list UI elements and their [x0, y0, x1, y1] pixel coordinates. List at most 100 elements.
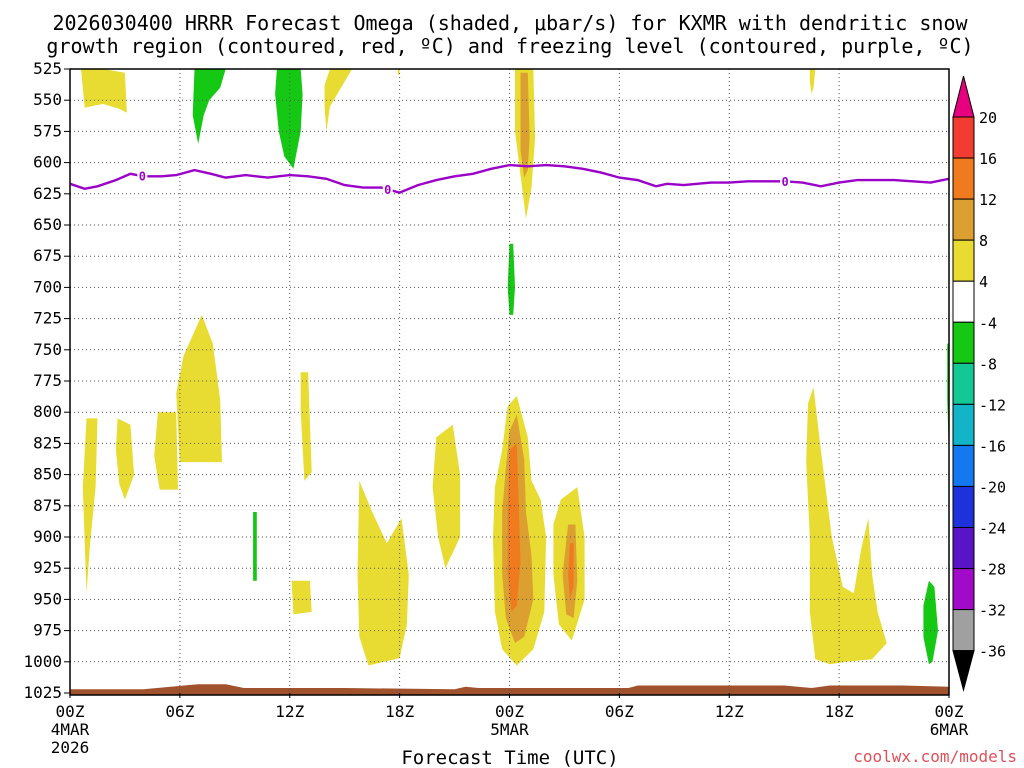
- x-tick-label: 00Z: [935, 702, 964, 721]
- colorbar-swatch: [952, 527, 975, 570]
- y-tick-label: 575: [33, 121, 62, 140]
- colorbar-label: -12: [979, 396, 1006, 414]
- colorbar-label: -36: [979, 643, 1006, 661]
- omega-region-23: [568, 543, 574, 600]
- colorbar-label: 20: [979, 109, 997, 127]
- y-tick-label: 625: [33, 184, 62, 203]
- y-tick-label: 550: [33, 90, 62, 109]
- omega-region-20: [507, 443, 521, 612]
- omega-region-1: [192, 69, 226, 144]
- colorbar-label: 8: [979, 232, 988, 250]
- y-tick-label: 800: [33, 402, 62, 421]
- watermark: coolwx.com/models: [853, 747, 1017, 766]
- y-tick-label: 1025: [23, 683, 62, 702]
- colorbar-swatch: [952, 403, 975, 446]
- y-tick-label: 925: [33, 558, 62, 577]
- omega-region-8: [507, 243, 515, 315]
- omega-region-7: [809, 69, 816, 94]
- colorbar-label: -32: [979, 602, 1006, 620]
- x-tick-date: 6MAR: [930, 720, 969, 739]
- y-axis-ticks: 525 550 575 600 625 650 675 700 725 750 775 800 825 8…: [23, 59, 70, 702]
- omega-shading: [81, 69, 949, 666]
- y-tick-label: 950: [33, 589, 62, 608]
- colorbar-label: 16: [979, 150, 997, 168]
- colorbar-swatch: [952, 609, 975, 652]
- colorbar-swatch: [952, 280, 975, 323]
- colorbar-label: -24: [979, 520, 1006, 538]
- omega-region-11: [154, 412, 178, 490]
- colorbar-swatch: [952, 157, 975, 200]
- y-tick-label: 1000: [23, 652, 62, 671]
- contour-label-bg: [137, 169, 148, 183]
- x-axis-label: Forecast Time (UTC): [401, 747, 618, 768]
- y-tick-label: 725: [33, 309, 62, 328]
- colorbar-label: -28: [979, 561, 1006, 579]
- y-tick-label: 900: [33, 527, 62, 546]
- omega-region-0: [81, 69, 127, 113]
- colorbar-bottom-arrow: [952, 650, 975, 692]
- colorbar-top-arrow: [952, 75, 975, 118]
- colorbar-label: -4: [979, 314, 997, 332]
- omega-region-10: [115, 418, 135, 500]
- colorbar-swatch: [952, 485, 975, 529]
- colorbar-label: 12: [979, 191, 997, 209]
- y-tick-label: 875: [33, 496, 62, 515]
- y-tick-label: 775: [33, 371, 62, 390]
- omega-region-6: [520, 72, 530, 178]
- omega-region-14: [253, 512, 257, 581]
- contour-label-bg: [382, 182, 393, 196]
- colorbar-swatch: [952, 198, 975, 241]
- chart-title-line1: 2026030400 HRRR Forecast Omega (shaded, …: [52, 11, 968, 35]
- colorbar: 20 16 12 8 4 -4 -8 -12 -16 -20 -24 -28 -32 -36: [952, 75, 1006, 692]
- x-tick-label: 18Z: [385, 702, 414, 721]
- omega-region-13: [300, 372, 312, 481]
- y-tick-label: 650: [33, 215, 62, 234]
- y-tick-label: 750: [33, 340, 62, 359]
- y-tick-label: 600: [33, 153, 62, 172]
- y-tick-label: 825: [33, 433, 62, 452]
- x-tick-label: 06Z: [605, 702, 634, 721]
- x-tick-label: 06Z: [165, 702, 194, 721]
- omega-region-15: [291, 580, 312, 615]
- gridlines: [70, 69, 949, 693]
- x-tick-date: 4MAR: [51, 720, 90, 739]
- omega-region-24: [806, 387, 887, 665]
- contour-label-bg: [780, 174, 791, 188]
- colorbar-label: -16: [979, 437, 1006, 455]
- omega-region-16: [357, 480, 409, 666]
- x-tick-label: 00Z: [56, 702, 85, 721]
- omega-region-3: [324, 69, 352, 132]
- colorbar-swatch: [952, 239, 975, 282]
- omega-region-25: [923, 580, 938, 665]
- chart-title-line2: growth region (contoured, red, ºC) and f…: [46, 34, 973, 58]
- freezing-level-label: 0: [781, 175, 788, 189]
- colorbar-swatch: [952, 321, 975, 364]
- x-tick-label: 12Z: [275, 702, 304, 721]
- freezing-level-label: 0: [139, 170, 146, 184]
- y-tick-label: 700: [33, 277, 62, 296]
- colorbar-label: 4: [979, 273, 988, 291]
- colorbar-swatch: [952, 568, 975, 611]
- y-tick-label: 525: [33, 59, 62, 78]
- omega-region-2: [275, 69, 303, 169]
- omega-region-12: [176, 314, 222, 463]
- colorbar-swatch: [952, 116, 975, 159]
- colorbar-swatch: [952, 362, 975, 405]
- freezing-level-line: [70, 163, 949, 194]
- y-tick-label: 675: [33, 246, 62, 265]
- y-tick-label: 850: [33, 465, 62, 484]
- y-tick-label: 975: [33, 621, 62, 640]
- freezing-level-contour: 0 0 0: [70, 163, 949, 197]
- freezing-level-label: 0: [384, 183, 391, 197]
- omega-region-17: [432, 424, 461, 569]
- colorbar-label: -8: [979, 355, 997, 373]
- x-tick-year: 2026: [51, 738, 90, 757]
- x-tick-label: 12Z: [715, 702, 744, 721]
- x-tick-label: 00Z: [495, 702, 524, 721]
- x-tick-date: 5MAR: [490, 720, 529, 739]
- colorbar-swatch: [952, 444, 975, 487]
- x-tick-label: 18Z: [825, 702, 854, 721]
- colorbar-label: -20: [979, 478, 1006, 496]
